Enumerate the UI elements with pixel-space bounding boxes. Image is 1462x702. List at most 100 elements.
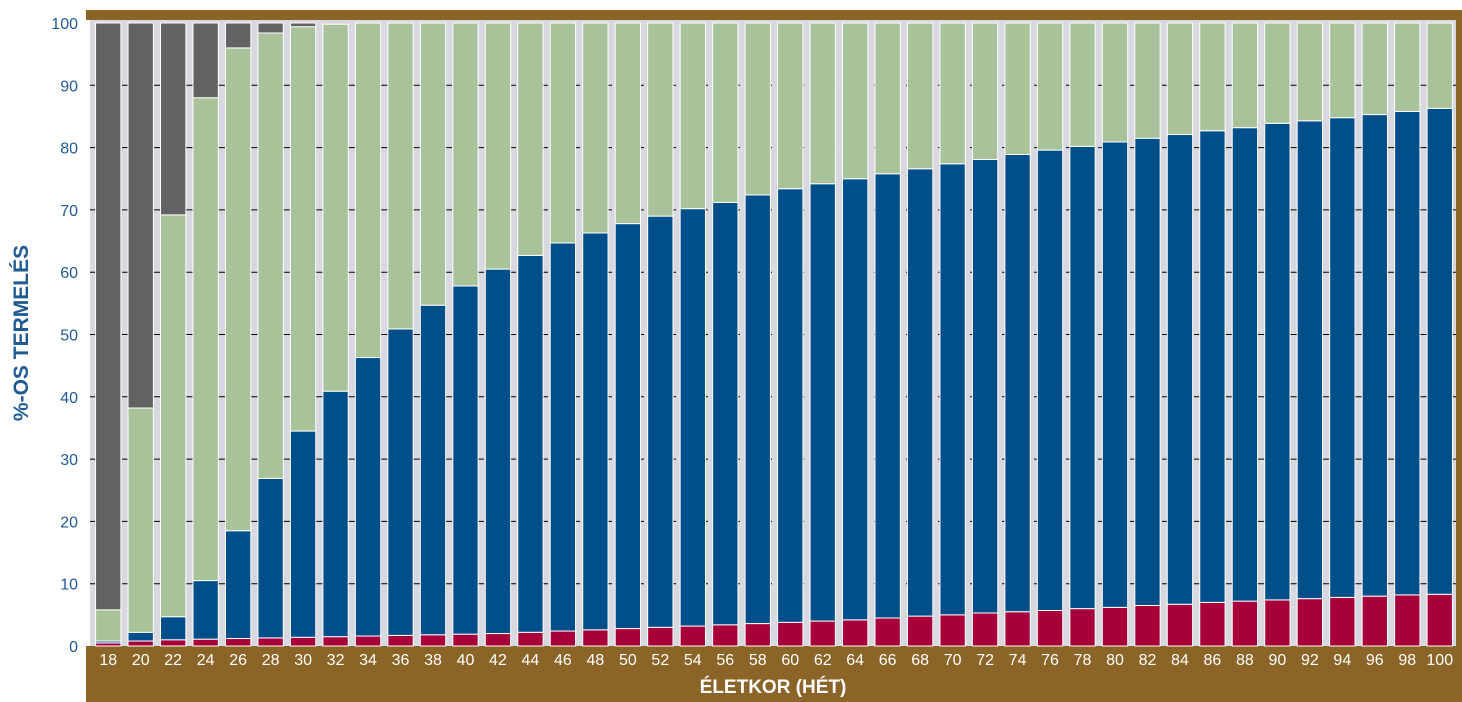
bar-segment [842,619,869,647]
bar-segment [95,22,122,611]
x-tick-label: 84 [1171,652,1189,669]
bar-segment [257,32,284,479]
x-tick-label: 76 [1041,652,1059,669]
bar-segment [971,22,999,160]
bar-segment [452,633,479,647]
x-tick-label: 42 [489,652,507,669]
bar-segment [289,22,317,28]
bar-segment [1036,609,1064,647]
bar-segment [517,22,544,256]
y-tick-label: 20 [60,514,78,531]
bar-segment [1426,107,1453,595]
x-tick-label: 74 [1009,652,1027,669]
bar-segment [192,97,219,582]
bar-segment [192,638,219,647]
bar-segment [354,22,382,359]
x-tick-label: 40 [457,652,475,669]
chart-frame-top [86,10,1462,20]
bar-segment [1394,594,1421,647]
bar-segment [1036,22,1064,151]
bar-segment [971,612,999,647]
bar-segment [1134,137,1161,607]
bar-segment [484,22,512,270]
bar-segment [1101,22,1129,143]
bar-segment [906,615,934,647]
bar-segment [127,640,154,647]
x-tick-label: 72 [976,652,994,669]
bar-segment [1426,22,1453,109]
bar-segment [1231,600,1259,647]
bar-segment [1394,22,1421,112]
y-axis-label: %-OS TERMELÉS [10,245,33,421]
bar-segment [549,630,577,647]
bar-segment [809,620,836,647]
bar-segment [1329,22,1356,119]
y-tick-label: 100 [51,16,78,33]
x-tick-label: 70 [944,652,962,669]
bar-segment [289,636,317,647]
x-axis-label: ÉLETKOR (HÉT) [700,676,847,698]
bar-segment [549,22,577,244]
bar-segment [939,614,966,647]
bar-segment [712,624,739,647]
y-tick-label: 60 [60,265,78,282]
bar-segment [744,22,771,196]
x-tick-label: 62 [814,652,832,669]
bar-segment [1264,599,1291,647]
bar-segment [1231,127,1259,602]
bar-segment [1296,22,1324,122]
y-tick-label: 40 [60,390,78,407]
bar-segment [1069,608,1096,647]
gridlines [90,84,1456,585]
plot-background [90,20,1456,646]
x-tick-label: 60 [781,652,799,669]
bar-segment [289,430,317,638]
bar-segment [1101,141,1129,608]
bar-segment [419,634,447,647]
bar-segment [1199,601,1226,647]
bar-segment [484,268,512,635]
bar-segment [971,158,999,614]
bar-segment [777,22,804,190]
bar-segment [1199,22,1226,132]
x-tick-label: 54 [684,652,702,669]
y-tick-label: 10 [60,577,78,594]
bar-segment [679,22,706,210]
bar-segment [1166,603,1194,647]
bar-segment [127,22,154,409]
x-tick-label: 100 [1426,652,1453,669]
x-axis-ticks: 18 20 22 24 26 28 30 32 34 36 38 40 42 44 46 48 50 52 54 56… [99,652,1453,669]
bar-segment [614,22,642,225]
bar-segment [777,621,804,647]
bar-segment [419,304,447,636]
bar-segment [549,242,577,632]
bar-segment [289,26,317,432]
bar-segment [1394,110,1421,596]
x-tick-label: 52 [651,652,669,669]
x-tick-label: 98 [1398,652,1416,669]
bar-segment [1004,611,1031,647]
bar-segment [1166,22,1194,136]
bar-segment [582,232,609,631]
bar-segment [1134,22,1161,139]
bar-segment [517,631,544,647]
bars [95,22,1453,647]
bar-segment [484,633,512,647]
x-tick-label: 18 [99,652,117,669]
bar-segment [744,623,771,647]
bar-segment [224,530,252,640]
bar-segment [842,22,869,180]
y-tick-label: 80 [60,141,78,158]
bar-segment [906,168,934,617]
bar-segment [1426,593,1453,647]
bar-segment [1166,134,1194,605]
x-tick-label: 28 [262,652,280,669]
x-tick-label: 68 [911,652,929,669]
bar-segment [387,328,414,636]
x-tick-label: 94 [1333,652,1351,669]
bar-segment [842,178,869,621]
bar-segment [160,214,187,618]
bar-segment [647,22,674,217]
x-tick-label: 32 [327,652,345,669]
bar-segment [1361,114,1388,597]
